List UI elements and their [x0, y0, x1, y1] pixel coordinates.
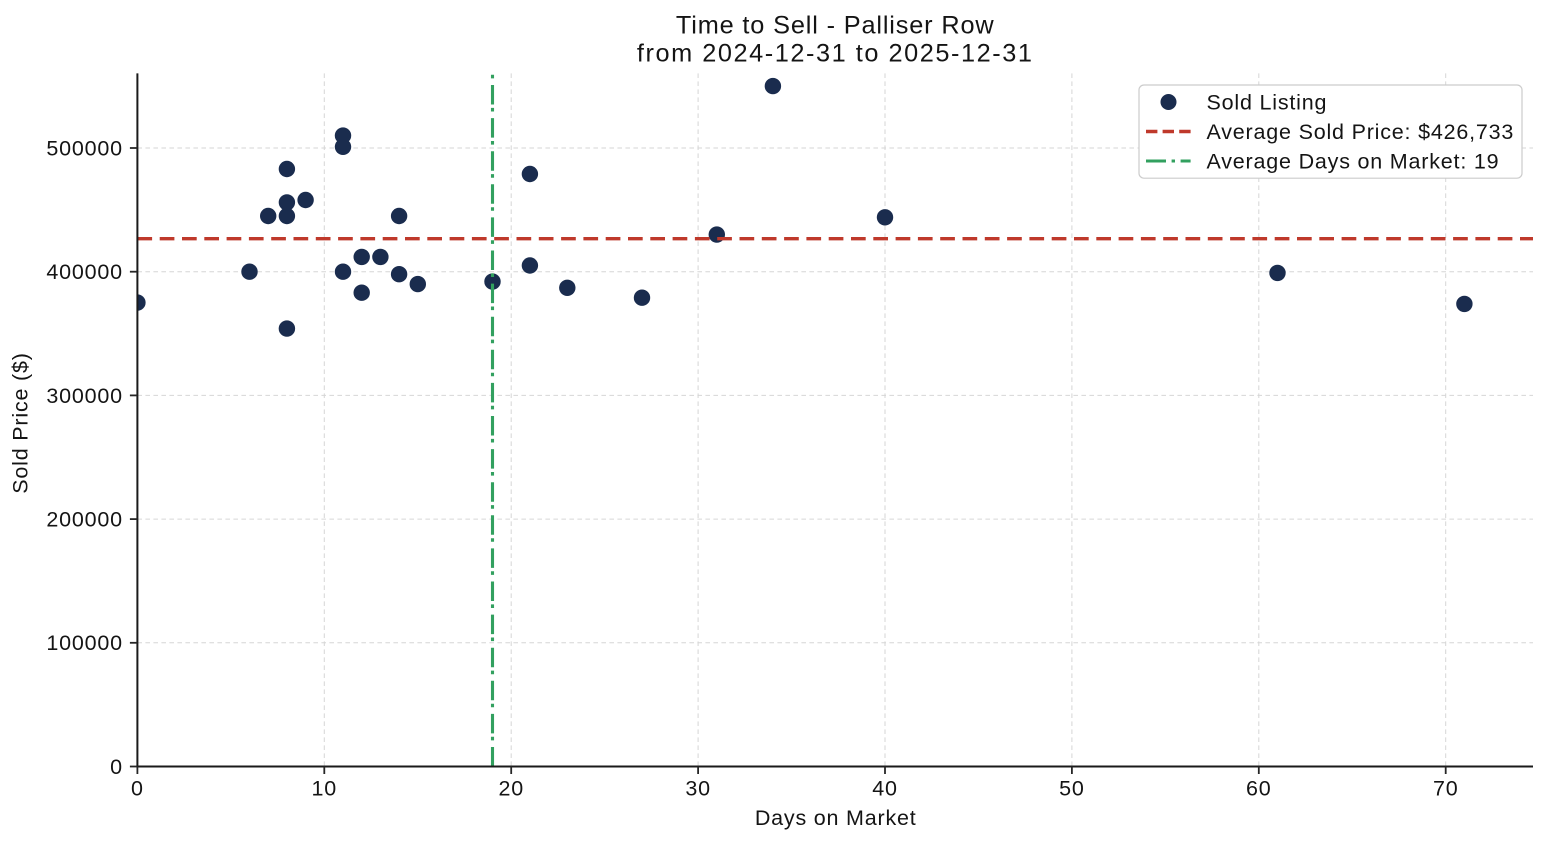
- svg-text:Days on Market: Days on Market: [755, 806, 917, 830]
- svg-text:400000: 400000: [46, 260, 123, 284]
- svg-text:Average Days on Market: 19: Average Days on Market: 19: [1207, 149, 1500, 173]
- svg-text:Average Sold Price: $426,733: Average Sold Price: $426,733: [1207, 120, 1515, 144]
- svg-text:from 2024-12-31 to 2025-12-31: from 2024-12-31 to 2025-12-31: [637, 39, 1034, 67]
- svg-text:Sold Price ($): Sold Price ($): [9, 352, 33, 493]
- svg-text:100000: 100000: [46, 631, 123, 655]
- svg-text:200000: 200000: [46, 508, 123, 532]
- svg-text:0: 0: [110, 755, 123, 779]
- svg-text:20: 20: [498, 777, 524, 801]
- svg-text:0: 0: [131, 777, 144, 801]
- svg-text:40: 40: [872, 777, 898, 801]
- svg-text:500000: 500000: [46, 136, 123, 160]
- svg-text:10: 10: [312, 777, 338, 801]
- svg-text:30: 30: [685, 777, 711, 801]
- svg-text:60: 60: [1246, 777, 1272, 801]
- svg-text:70: 70: [1433, 777, 1459, 801]
- svg-text:Sold Listing: Sold Listing: [1207, 90, 1328, 114]
- svg-text:300000: 300000: [46, 384, 123, 408]
- svg-text:Time to Sell - Palliser Row: Time to Sell - Palliser Row: [676, 11, 995, 39]
- svg-text:50: 50: [1059, 777, 1085, 801]
